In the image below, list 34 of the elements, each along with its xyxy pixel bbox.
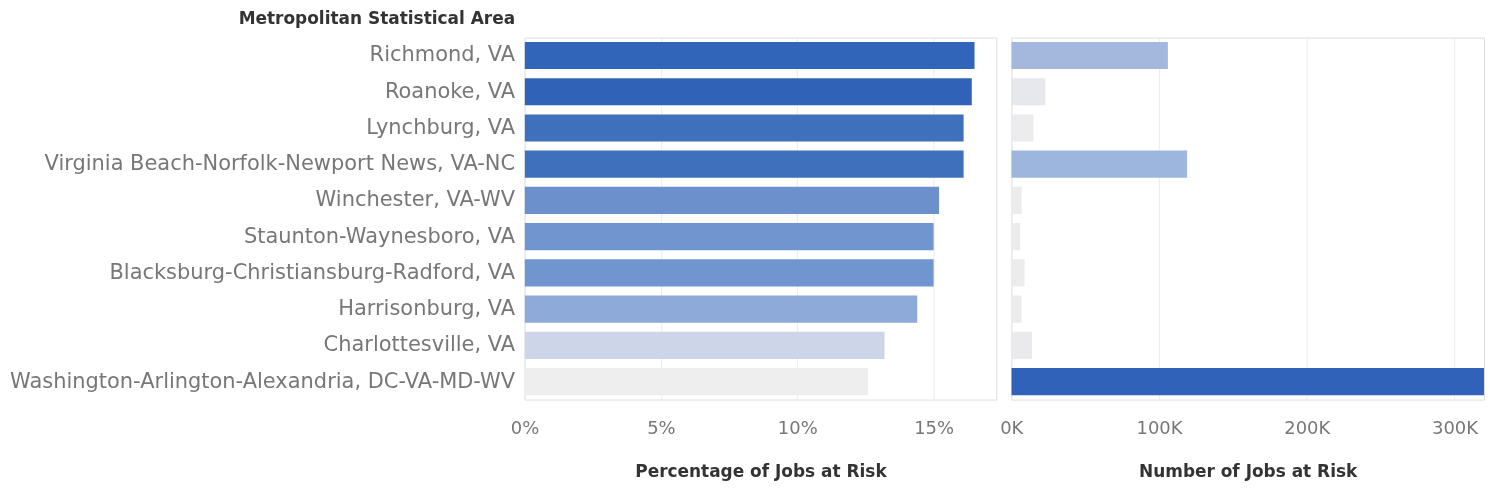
y-tick-label: Harrisonburg, VA	[338, 296, 516, 321]
bar	[524, 223, 934, 251]
bar	[1011, 41, 1168, 70]
bar	[524, 331, 885, 359]
y-tick-label: Virginia Beach-Norfolk-Newport News, VA-NC	[44, 151, 516, 176]
y-tick-label: Richmond, VA	[369, 42, 516, 67]
x-tick-label: 0%	[510, 416, 540, 438]
x-tick-label: 100K	[1136, 416, 1184, 438]
y-tick-label: Winchester, VA-WV	[315, 187, 516, 212]
x-tick-label: 10%	[777, 416, 818, 438]
bar	[1011, 368, 1485, 396]
bar	[524, 186, 940, 215]
y-tick-label: Charlottesville, VA	[323, 332, 516, 357]
bar	[524, 114, 964, 142]
y-axis-title: Metropolitan Statistical Area	[238, 8, 516, 29]
bar	[1011, 78, 1046, 106]
y-tick-label: Blacksburg-Christiansburg-Radford, VA	[109, 259, 516, 284]
bar	[524, 259, 934, 287]
x-tick-label: 200K	[1284, 416, 1332, 438]
y-tick-label: Staunton-Waynesboro, VA	[243, 223, 516, 248]
y-tick-label: Washington-Arlington-Alexandria, DC-VA-MD-WV	[10, 368, 516, 393]
x-tick-label: 300K	[1431, 416, 1480, 438]
x-tick-label: 0K	[1000, 416, 1025, 438]
y-tick-label: Roanoke, VA	[384, 78, 516, 103]
x-tick-label: 15%	[914, 416, 955, 438]
bar	[524, 295, 918, 323]
bar	[524, 150, 964, 178]
x-axis-title: Percentage of Jobs at Risk	[635, 460, 888, 481]
bar	[524, 41, 975, 70]
x-axis-title: Number of Jobs at Risk	[1138, 460, 1359, 481]
bar	[524, 78, 972, 106]
bar	[1011, 150, 1188, 178]
x-tick-label: 5%	[647, 416, 676, 438]
y-tick-label: Lynchburg, VA	[366, 114, 516, 139]
